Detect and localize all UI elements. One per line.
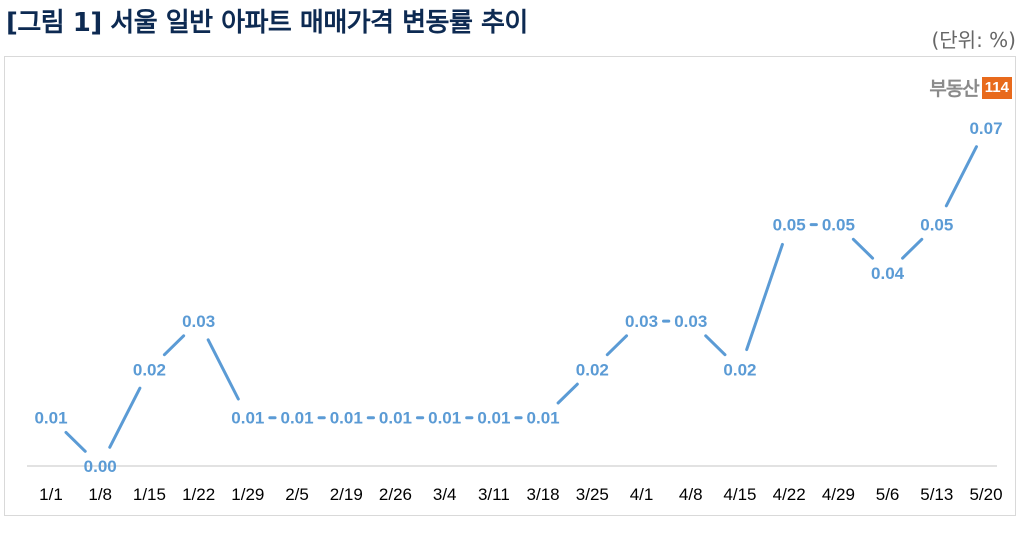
line-segment [162, 334, 186, 357]
line-segment [704, 334, 727, 357]
x-tick-label: 4/22 [773, 485, 806, 504]
data-label: 0.01 [379, 409, 412, 428]
data-label: 0.01 [34, 409, 67, 428]
x-tick-label: 1/1 [39, 485, 63, 504]
data-labels: 0.01 0.00 0.02 0.03 0.01 0.01 0.01 0.01 0.01 0.01… [34, 119, 1002, 476]
data-label: 0.04 [871, 264, 905, 283]
data-label: 0.02 [133, 360, 166, 379]
data-label: 0.02 [576, 360, 609, 379]
line-segment [851, 237, 875, 260]
x-axis-labels: 1/1 1/8 1/15 1/22 1/29 2/5 2/19 2/26 3/4 3/11 3/18… [39, 485, 1002, 504]
x-tick-label: 1/15 [133, 485, 166, 504]
data-label: 0.05 [822, 216, 855, 235]
line-segment [901, 237, 924, 260]
x-tick-label: 5/6 [876, 485, 900, 504]
x-tick-label: 4/15 [723, 485, 756, 504]
data-label: 0.03 [625, 312, 658, 331]
data-label: 0.00 [84, 457, 117, 476]
data-label: 0.05 [920, 216, 953, 235]
data-label: 0.01 [428, 409, 461, 428]
data-label: 0.01 [477, 409, 510, 428]
data-label: 0.07 [969, 119, 1002, 138]
line-segment [206, 338, 240, 401]
x-tick-label: 1/8 [88, 485, 112, 504]
x-tick-label: 3/25 [576, 485, 609, 504]
x-tick-label: 5/13 [920, 485, 953, 504]
logo: 부동산 114 [929, 74, 1012, 101]
data-label: 0.02 [723, 360, 756, 379]
line-segment [64, 430, 87, 453]
x-tick-label: 2/5 [285, 485, 309, 504]
x-tick-label: 2/19 [330, 485, 363, 504]
line-series [64, 145, 978, 453]
line-segment [108, 386, 142, 449]
line-segment [745, 242, 784, 352]
chart-frame [4, 56, 1016, 516]
line-segment [556, 382, 579, 405]
x-tick-label: 1/22 [182, 485, 215, 504]
line-segment [605, 334, 629, 357]
x-tick-label: 1/29 [231, 485, 264, 504]
x-tick-label: 5/20 [969, 485, 1002, 504]
chart-title: [그림 1] 서울 일반 아파트 매매가격 변동률 추이 [6, 8, 528, 38]
data-label: 0.01 [281, 409, 314, 428]
x-tick-label: 3/11 [478, 485, 510, 504]
x-tick-label: 4/29 [822, 485, 855, 504]
data-label: 0.03 [674, 312, 707, 331]
line-segment [944, 145, 978, 208]
x-tick-label: 4/8 [679, 485, 703, 504]
data-label: 0.01 [231, 409, 264, 428]
data-label: 0.03 [182, 312, 215, 331]
data-label: 0.01 [330, 409, 363, 428]
x-tick-label: 4/1 [630, 485, 654, 504]
data-label: 0.01 [527, 409, 560, 428]
x-tick-label: 3/4 [433, 485, 457, 504]
x-tick-label: 2/26 [379, 485, 412, 504]
logo-badge: 114 [981, 76, 1012, 99]
x-tick-label: 3/18 [527, 485, 560, 504]
unit-label: (단위: %) [931, 28, 1016, 52]
data-label: 0.05 [773, 216, 806, 235]
logo-text: 부동산 [929, 78, 979, 100]
